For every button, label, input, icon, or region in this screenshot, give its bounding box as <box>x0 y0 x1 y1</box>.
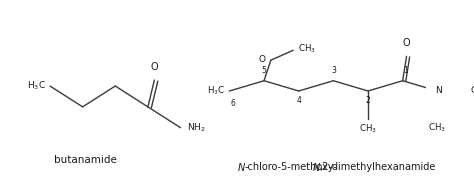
Text: Cl: Cl <box>471 85 474 94</box>
Text: 3: 3 <box>331 66 336 75</box>
Text: ,2-dimethylhexanamide: ,2-dimethylhexanamide <box>320 162 436 172</box>
Text: CH$_3$: CH$_3$ <box>298 42 316 54</box>
Text: O: O <box>403 38 410 48</box>
Text: O: O <box>151 62 158 72</box>
Text: -chloro-5-methoxy-: -chloro-5-methoxy- <box>244 162 337 172</box>
Text: H$_3$C: H$_3$C <box>207 85 225 97</box>
Text: butanamide: butanamide <box>55 155 118 165</box>
Text: O: O <box>258 55 265 64</box>
Text: $\mathit{N}$: $\mathit{N}$ <box>237 161 246 173</box>
Text: N: N <box>435 85 442 94</box>
Text: 5: 5 <box>262 66 266 75</box>
Text: NH$_2$: NH$_2$ <box>187 121 205 134</box>
Text: 1: 1 <box>403 66 408 75</box>
Text: H$_3$C: H$_3$C <box>27 80 46 92</box>
Text: 4: 4 <box>296 96 301 105</box>
Text: 6: 6 <box>230 99 236 108</box>
Text: CH$_3$: CH$_3$ <box>359 123 377 135</box>
Text: CH$_3$: CH$_3$ <box>428 121 447 134</box>
Text: $\mathit{N}$: $\mathit{N}$ <box>312 161 321 173</box>
Text: 2: 2 <box>365 96 370 105</box>
